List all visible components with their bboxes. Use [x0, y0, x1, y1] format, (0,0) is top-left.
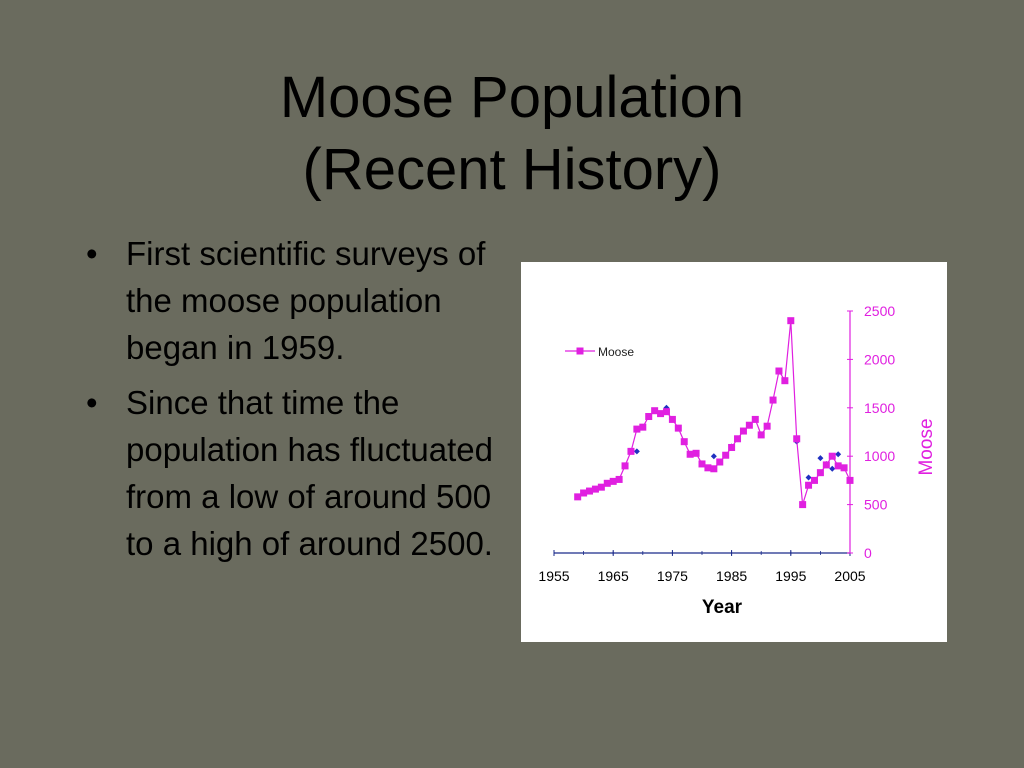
- moose-point: [716, 458, 724, 466]
- legend-marker: [576, 347, 584, 355]
- bullet-list: • First scientific surveys of the moose …: [82, 230, 502, 575]
- moose-point: [639, 423, 647, 431]
- moose-point: [793, 435, 801, 443]
- x-axis-label: Year: [702, 597, 743, 618]
- moose-point: [828, 452, 836, 460]
- x-tick-label: 1975: [657, 568, 688, 584]
- moose-point: [810, 476, 818, 484]
- x-tick-label: 1985: [716, 568, 747, 584]
- y-tick-label: 2000: [864, 351, 895, 367]
- moose-point: [787, 317, 795, 325]
- y-axis-label: Moose: [916, 418, 937, 475]
- moose-point: [662, 408, 670, 416]
- moose-point: [657, 410, 665, 418]
- moose-point: [603, 479, 611, 487]
- y-tick-label: 1500: [864, 400, 895, 416]
- moose-point: [728, 443, 736, 451]
- wolf-marker: [835, 451, 842, 458]
- x-tick-label: 2005: [834, 568, 865, 584]
- moose-point: [574, 493, 582, 501]
- wolf-marker: [805, 474, 812, 481]
- x-tick-label: 1955: [538, 568, 569, 584]
- wolf-marker: [829, 465, 836, 472]
- moose-point: [609, 477, 617, 485]
- moose-point: [621, 462, 629, 470]
- legend-label: Moose: [598, 345, 634, 359]
- moose-point: [597, 483, 605, 491]
- wolf-markers: [633, 404, 842, 481]
- moose-point: [763, 422, 771, 430]
- y-tick-label: 0: [864, 545, 872, 561]
- y-tick-label: 2500: [864, 303, 895, 319]
- moose-point: [822, 461, 830, 469]
- moose-series: [574, 317, 854, 509]
- bullet-item: • Since that time the population has flu…: [82, 379, 502, 567]
- moose-point: [781, 377, 789, 385]
- moose-point: [722, 451, 730, 459]
- moose-point: [686, 450, 694, 458]
- bullet-text: Since that time the population has fluct…: [126, 384, 493, 562]
- title-line-1: Moose Population: [279, 65, 745, 130]
- bullet-dot: •: [86, 235, 98, 272]
- moose-point: [668, 415, 676, 423]
- moose-point: [704, 464, 712, 472]
- title-line-2: (Recent History): [302, 137, 722, 202]
- moose-point: [674, 424, 682, 432]
- moose-point: [734, 435, 742, 443]
- moose-point: [710, 465, 718, 473]
- moose-point: [834, 462, 842, 470]
- y-tick-label: 500: [864, 497, 888, 513]
- wolf-marker: [817, 455, 824, 462]
- chart-legend: Moose: [565, 345, 634, 359]
- moose-point: [591, 485, 599, 493]
- moose-point: [751, 415, 759, 423]
- moose-point: [580, 489, 588, 497]
- moose-point: [698, 460, 706, 468]
- chart-axes: 1955 1965 1975 1985 1995 2005 Year 0 500 1000 1500…: [538, 303, 937, 618]
- bullet-text: First scientific surveys of the moose po…: [126, 235, 486, 366]
- moose-point: [633, 425, 641, 433]
- moose-point: [615, 475, 623, 483]
- moose-point: [745, 421, 753, 429]
- moose-point: [645, 413, 653, 421]
- moose-point: [816, 469, 824, 477]
- moose-chart: 1955 1965 1975 1985 1995 2005 Year 0 500 1000 1500…: [521, 262, 947, 642]
- moose-point: [739, 427, 747, 435]
- moose-point: [805, 481, 813, 489]
- slide-title: Moose Population (Recent History): [0, 62, 1024, 206]
- moose-point: [651, 407, 659, 415]
- moose-point: [586, 487, 594, 495]
- bullet-dot: •: [86, 384, 98, 421]
- chart-svg: 1955 1965 1975 1985 1995 2005 Year 0 500 1000 1500…: [538, 303, 937, 618]
- moose-point: [799, 501, 807, 509]
- moose-point: [680, 438, 688, 446]
- wolf-marker: [710, 453, 717, 460]
- moose-point: [692, 449, 700, 457]
- x-tick-label: 1995: [775, 568, 806, 584]
- x-tick-label: 1965: [598, 568, 629, 584]
- y-tick-label: 1000: [864, 448, 895, 464]
- bullet-item: • First scientific surveys of the moose …: [82, 230, 502, 371]
- moose-point: [840, 464, 848, 472]
- moose-point: [846, 476, 854, 484]
- moose-point: [627, 447, 635, 455]
- moose-point: [775, 367, 783, 375]
- wolf-marker: [633, 448, 640, 455]
- moose-point: [769, 396, 777, 404]
- moose-point: [757, 431, 765, 439]
